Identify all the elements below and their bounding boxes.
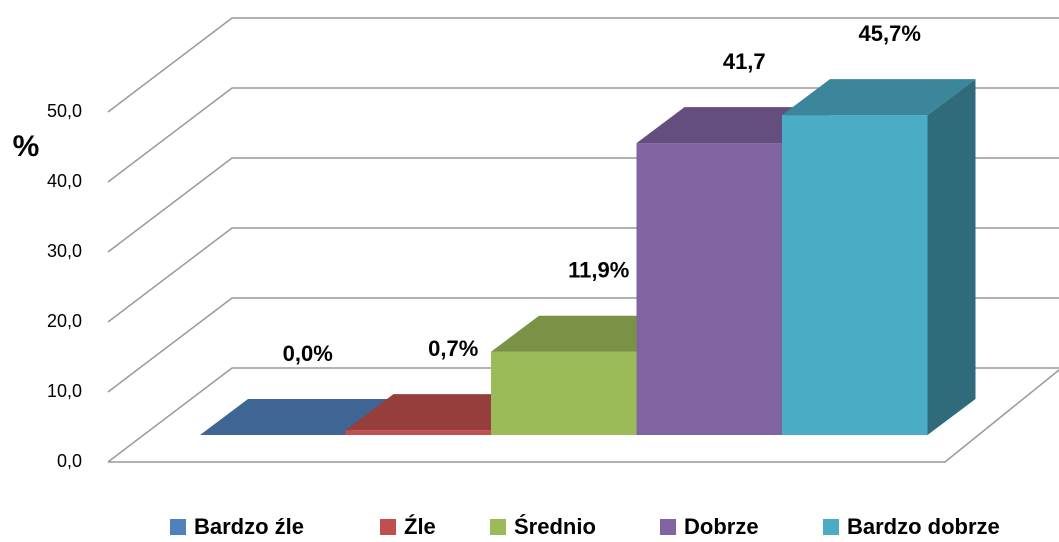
- legend-label: Dobrze: [684, 514, 759, 539]
- legend-swatch: [490, 519, 506, 535]
- y-tick-label: 0,0: [57, 451, 82, 471]
- y-tick-label: 30,0: [47, 241, 82, 261]
- bar-top: [636, 107, 830, 144]
- legend-label: Bardzo dobrze: [847, 514, 1000, 539]
- value-label: 0,0%: [283, 341, 333, 366]
- value-label: 0,7%: [428, 336, 478, 361]
- legend-label: Bardzo źle: [194, 514, 304, 539]
- y-tick-label: 20,0: [47, 311, 82, 331]
- bar-top: [491, 315, 685, 352]
- y-tick-label: 10,0: [47, 381, 82, 401]
- legend-swatch: [380, 519, 396, 535]
- value-label: 11,9%: [568, 258, 629, 283]
- legend-label: Źle: [404, 514, 436, 539]
- legend-label: Średnio: [514, 514, 596, 539]
- bar-top: [782, 79, 976, 116]
- value-label: 41,7: [723, 49, 766, 74]
- bar-front: [636, 143, 782, 435]
- bar-front: [491, 351, 637, 435]
- bar-top: [200, 399, 394, 435]
- legend-swatch: [660, 519, 676, 535]
- bar-front: [782, 115, 928, 435]
- bar-side: [927, 79, 976, 435]
- legend-swatch: [170, 519, 186, 535]
- bar-top: [345, 394, 539, 431]
- value-label: 45,7%: [859, 21, 921, 46]
- y-axis-label: %: [13, 130, 40, 163]
- grid-line: [107, 87, 1059, 183]
- legend-swatch: [823, 519, 839, 535]
- bar: [782, 79, 976, 435]
- grid-line: [107, 17, 1059, 113]
- y-tick-label: 40,0: [47, 171, 82, 191]
- floor-edge: [108, 369, 1059, 463]
- bar: [200, 399, 394, 435]
- bar-front: [345, 430, 491, 435]
- y-tick-label: 50,0: [47, 101, 82, 121]
